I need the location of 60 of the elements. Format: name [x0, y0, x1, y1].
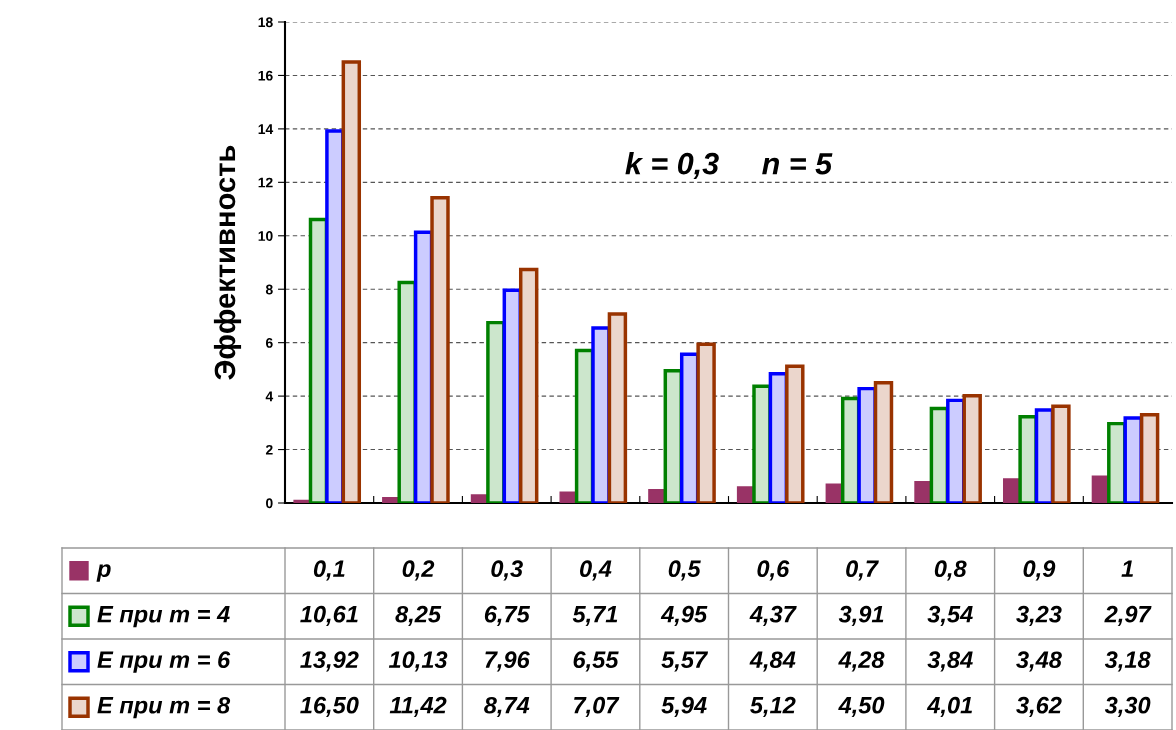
- data-label: 3,18: [1104, 651, 1151, 672]
- data-label: 0,6: [757, 560, 790, 581]
- data-label: 4,37: [749, 605, 797, 627]
- data-label: 0,9: [1023, 560, 1056, 581]
- data-label: 8,25: [395, 605, 442, 627]
- y-tick-label: 10: [258, 231, 273, 241]
- data-label: 10,13: [388, 651, 448, 672]
- data-label: 0,4: [580, 560, 612, 581]
- data-label: 6,55: [573, 651, 619, 672]
- y-tick-label: 0: [266, 498, 273, 509]
- y-tick-label: 18: [258, 17, 273, 28]
- data-label: 4,28: [838, 651, 885, 672]
- y-tick-label: 16: [258, 70, 273, 81]
- data-label: 0,3: [491, 560, 523, 581]
- data-label: 6,75: [484, 605, 530, 627]
- data-label: 13,92: [300, 651, 359, 672]
- data-label: 0,5: [668, 560, 701, 581]
- data-label: 0,2: [402, 560, 435, 581]
- data-label: 3,48: [1016, 651, 1062, 672]
- bar: [559, 491, 577, 503]
- legend-label: E при m = 8: [97, 696, 231, 719]
- data-label: 3,54: [927, 605, 973, 627]
- data-label: 3,62: [1016, 696, 1062, 718]
- data-label: 4,50: [838, 696, 885, 718]
- data-label: 11,42: [389, 696, 447, 718]
- data-label: 3,23: [1016, 605, 1062, 627]
- data-label: 0,1: [313, 560, 345, 581]
- legend-label: p: [96, 564, 111, 582]
- data-label: 5,94: [661, 696, 707, 718]
- data-label: 0,8: [934, 560, 967, 581]
- y-tick-label: 12: [258, 177, 273, 188]
- data-label: 5,57: [661, 651, 709, 672]
- annotation: k = 0,3 n = 5: [625, 152, 833, 179]
- bar: [470, 494, 489, 503]
- data-label: 4,01: [926, 696, 972, 718]
- y-tick-label: 4: [265, 391, 274, 402]
- data-label: 7,07: [574, 696, 620, 718]
- data-label: 4,95: [660, 605, 708, 627]
- data-label: 8,74: [484, 696, 530, 718]
- y-tick-label: 14: [258, 124, 274, 134]
- y-tick-label: 2: [265, 444, 273, 455]
- data-label: 16,50: [300, 696, 359, 718]
- data-label: 1: [1121, 560, 1133, 577]
- data-label: 10,61: [300, 605, 358, 627]
- data-label: 0,7: [846, 560, 879, 581]
- data-label: 3,84: [927, 651, 973, 672]
- data-label: 2,97: [1104, 605, 1152, 627]
- y-tick-label: 6: [265, 338, 273, 348]
- data-label: 5,12: [750, 696, 796, 718]
- data-label: 7,96: [485, 651, 530, 672]
- legend-label: E при m = 6: [97, 651, 231, 673]
- data-label: 5,71: [572, 606, 618, 627]
- data-label: 3,30: [1104, 696, 1151, 718]
- y-axis-title: Эффективность: [213, 145, 242, 380]
- legend-label: E при m = 4: [97, 606, 230, 628]
- data-label: 3,91: [838, 605, 884, 627]
- bar: [648, 488, 666, 503]
- bar: [914, 480, 932, 503]
- y-tick-label: 8: [265, 284, 273, 295]
- data-label: 4,84: [749, 651, 796, 672]
